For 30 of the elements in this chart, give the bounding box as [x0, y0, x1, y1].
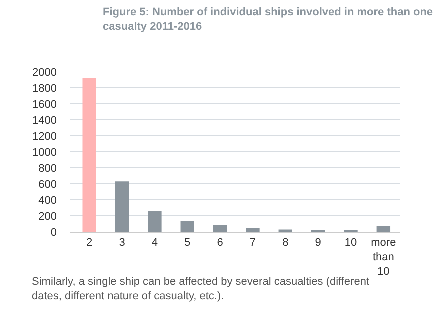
y-tick-label: 1400	[32, 114, 57, 127]
bar	[115, 182, 130, 232]
x-tick-label: 8	[282, 237, 289, 250]
bar	[213, 225, 228, 232]
y-tick-label: 1600	[32, 98, 57, 111]
bar	[246, 228, 260, 232]
y-tick-label: 600	[38, 178, 57, 191]
x-tick-label: 7	[250, 237, 256, 250]
y-tick-label: 200	[38, 210, 57, 223]
text: Similarly, a single ship can be affected by several casualties (different dates, different nature of casualty, etc.).	[32, 276, 370, 302]
x-tick-label: 2	[86, 237, 93, 250]
chart-title: Figure 5: Number of individual ships involved in more than one casualty 2011-2016	[103, 6, 434, 33]
y-tick-label: 0	[50, 226, 57, 239]
x-tick-label: 10	[344, 237, 358, 250]
x-tick-label: more than 10	[371, 237, 396, 278]
y-tick-label: 1200	[32, 130, 57, 143]
y-tick-label: 800	[38, 162, 57, 175]
x-tick-label: 5	[184, 237, 191, 250]
y-tick-label: 2000	[32, 66, 57, 79]
x-tick-label: 3	[119, 237, 126, 250]
bar	[148, 211, 162, 232]
x-tick-label: 9	[315, 237, 322, 250]
y-tick-label: 1800	[32, 82, 57, 95]
x-tick-label: 4	[152, 237, 158, 250]
bar	[180, 221, 194, 232]
bar	[376, 226, 391, 232]
x-tick-label: 6	[217, 237, 224, 250]
y-tick-label: 400	[38, 194, 57, 207]
y-tick-label: 1000	[32, 146, 57, 159]
bar	[82, 78, 96, 232]
